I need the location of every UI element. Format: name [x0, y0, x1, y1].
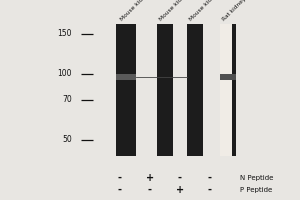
- Text: -: -: [118, 173, 122, 183]
- Text: 150: 150: [58, 29, 72, 38]
- Text: N Peptide: N Peptide: [240, 175, 273, 181]
- Bar: [116, 24, 136, 156]
- Bar: [232, 24, 236, 156]
- Bar: [220, 24, 236, 156]
- Text: +: +: [176, 185, 184, 195]
- Text: +: +: [146, 173, 154, 183]
- Bar: [157, 24, 173, 156]
- Bar: [187, 24, 203, 156]
- Text: -: -: [148, 185, 152, 195]
- Text: Mouse kidney: Mouse kidney: [158, 0, 191, 22]
- Text: -: -: [118, 185, 122, 195]
- Text: 50: 50: [62, 136, 72, 144]
- Text: 100: 100: [58, 70, 72, 78]
- Text: -: -: [178, 173, 182, 183]
- Bar: [220, 74, 236, 80]
- Text: -: -: [208, 173, 212, 183]
- Text: 70: 70: [62, 96, 72, 104]
- Text: Mouse kidney: Mouse kidney: [119, 0, 152, 22]
- Text: Mouse kidney: Mouse kidney: [188, 0, 221, 22]
- Text: P Peptide: P Peptide: [240, 187, 272, 193]
- Bar: [116, 74, 136, 80]
- Text: Rat kidney: Rat kidney: [221, 0, 247, 22]
- Text: -: -: [208, 185, 212, 195]
